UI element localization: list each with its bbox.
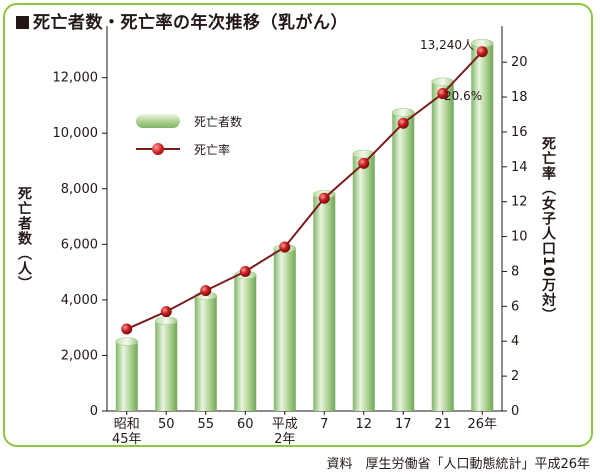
bar-deaths <box>194 295 217 411</box>
x-tick-label: 60 <box>237 417 254 432</box>
bar-deaths <box>431 81 454 411</box>
bar-deaths <box>273 248 296 411</box>
legend-label-deaths: 死亡者数 <box>194 114 243 129</box>
bars-group <box>115 38 494 412</box>
rate-point <box>200 285 212 297</box>
bar-deaths <box>155 320 178 411</box>
rate-point <box>476 46 488 58</box>
y-tick-label-left: 2,000 <box>61 348 98 363</box>
y-tick-label-left: 8,000 <box>61 182 98 197</box>
y-tick-label-right: 16 <box>511 125 528 140</box>
title-text: 死亡者数・死亡率の年次推移（乳がん） <box>33 13 348 33</box>
rate-line <box>126 51 483 330</box>
y-tick-label-right: 18 <box>511 90 528 105</box>
x-tick-label: 50 <box>158 417 175 432</box>
y-tick-label-right: 8 <box>511 264 519 279</box>
bar-deaths <box>313 194 336 411</box>
bar-deaths <box>115 341 138 411</box>
rate-point <box>318 192 330 204</box>
y-tick-label-left: 12,000 <box>53 71 99 86</box>
x-tick-label: 55 <box>197 417 214 432</box>
x-tick-label: 平成 <box>272 417 298 432</box>
y-tick-label-right: 10 <box>511 230 528 245</box>
y-axis-label-left: 死亡者数（人） <box>16 186 32 291</box>
y-tick-label-left: 4,000 <box>61 293 98 308</box>
bar-deaths-cap <box>115 337 138 346</box>
x-tick-label: 2年 <box>274 432 295 447</box>
rate-line-group <box>121 46 488 335</box>
x-tick-label: 26年 <box>467 417 497 432</box>
y-tick-label-right: 12 <box>511 195 528 210</box>
y-tick-label-right: 14 <box>511 160 528 175</box>
rate-point <box>397 117 409 129</box>
y-tick-label-right: 4 <box>511 334 519 349</box>
x-tick-label: 21 <box>434 417 451 432</box>
y-tick-label-left: 10,000 <box>53 126 99 141</box>
chart-frame <box>3 3 593 447</box>
x-tick-label: 17 <box>395 417 412 432</box>
bar-deaths-cap <box>155 316 178 325</box>
bar-deaths-cap <box>471 38 494 48</box>
legend-label-rate: 死亡率 <box>194 142 231 157</box>
x-tick-label: 7 <box>320 417 328 432</box>
title-square-icon <box>16 16 29 29</box>
bar-deaths-cap <box>392 108 415 117</box>
x-tick-label: 45年 <box>112 432 142 447</box>
y-tick-label-left: 6,000 <box>61 237 98 252</box>
legend-item-deaths: 死亡者数 <box>136 110 242 132</box>
legend-bar-swatch <box>136 114 180 128</box>
x-tick-label: 昭和 <box>114 417 140 432</box>
bar-deaths <box>352 154 375 412</box>
annotation-deaths-last: 13,240人 <box>420 38 474 52</box>
rate-point <box>279 241 291 253</box>
rate-point <box>160 306 172 318</box>
rate-point <box>358 157 370 169</box>
legend-line-swatch <box>136 142 180 156</box>
rate-point <box>437 88 449 100</box>
rate-point <box>121 323 133 335</box>
legend: 死亡者数 死亡率 <box>136 110 242 166</box>
chart-title: 死亡者数・死亡率の年次推移（乳がん） <box>16 8 348 33</box>
y-tick-label-right: 2 <box>511 369 519 384</box>
bar-deaths <box>471 43 494 411</box>
y-tick-label-left: 0 <box>90 404 98 419</box>
legend-item-rate: 死亡率 <box>136 138 242 160</box>
ticks-group: 0 2,000 4,000 6,000 8,000 10,000 12,000 0 2 4 6 8 10… <box>53 55 528 447</box>
source-note: 資料 厚生労働省「人口動態統計」平成26年 <box>326 457 590 472</box>
x-tick-label: 12 <box>355 417 372 432</box>
y-tick-label-right: 6 <box>511 299 519 314</box>
annotation-rate-last: 20.6% <box>444 89 483 103</box>
bar-deaths <box>392 112 415 411</box>
y-axis-label-right: 死亡率（女子人口10万対） <box>540 136 556 323</box>
bar-deaths <box>234 274 257 411</box>
y-tick-label-right: 0 <box>511 404 519 419</box>
y-tick-label-right: 20 <box>511 55 528 70</box>
rate-point <box>239 265 251 277</box>
